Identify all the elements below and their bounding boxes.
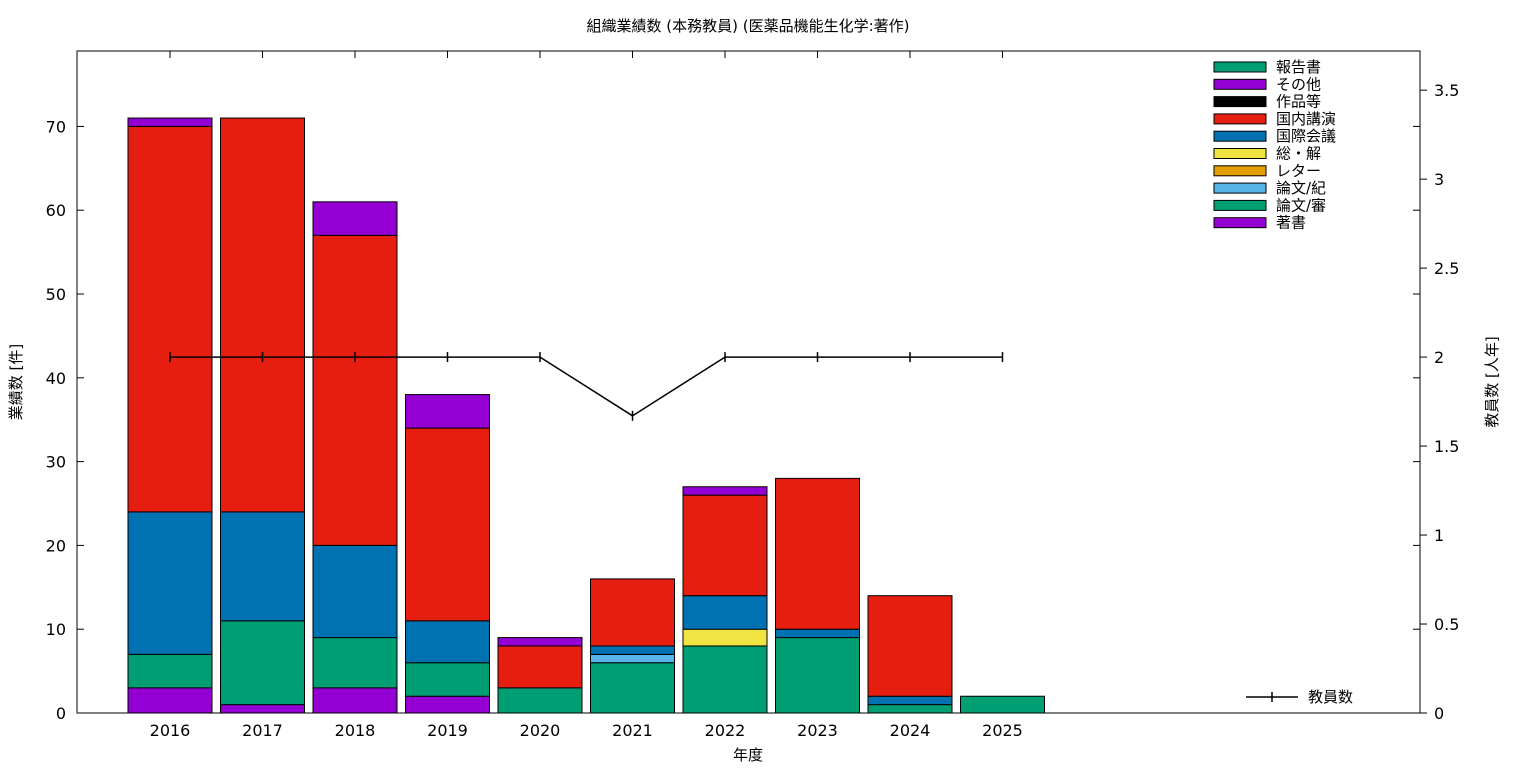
bar-segment	[405, 427, 490, 622]
x-tick-label: 2022	[705, 721, 746, 740]
bar-segment	[682, 595, 768, 630]
y2-axis-label: 教員数 [人年]	[1483, 336, 1501, 427]
bar-segment	[590, 653, 675, 664]
y2-tick-label: 0.5	[1434, 615, 1459, 634]
bar-segment	[312, 637, 398, 689]
bar-segment	[312, 687, 398, 714]
x-tick-label: 2024	[890, 721, 931, 740]
bar-segment	[220, 117, 305, 513]
legend-label: 国内講演	[1276, 110, 1336, 128]
bar-segment	[497, 687, 583, 714]
y-tick-label: 60	[46, 201, 66, 220]
bar-segment	[682, 486, 768, 496]
legend-line-label: 教員数	[1308, 688, 1353, 706]
legend-label: 論文/紀	[1276, 179, 1326, 197]
bar-segment	[590, 645, 675, 655]
legend-label: 作品等	[1276, 93, 1321, 111]
y-tick-label: 50	[46, 285, 66, 304]
legend-swatch	[1213, 113, 1267, 125]
y-tick-label: 30	[46, 453, 66, 472]
y-tick-label: 10	[46, 620, 66, 639]
bar-segment	[682, 645, 768, 714]
x-tick-label: 2023	[797, 721, 838, 740]
bar-segment	[405, 620, 490, 664]
legend-swatch	[1213, 130, 1267, 142]
legend-label: その他	[1276, 75, 1321, 93]
legend-swatch	[1213, 78, 1267, 90]
bar-segment	[775, 628, 860, 639]
legend-swatch	[1213, 148, 1267, 159]
bar-segment	[590, 578, 675, 647]
bar-segment	[312, 201, 398, 236]
bar-segment	[220, 620, 305, 706]
legend-label: 報告書	[1276, 58, 1321, 76]
x-tick-label: 2016	[150, 721, 191, 740]
legend-label: レター	[1276, 162, 1321, 180]
bar-segment	[405, 662, 490, 697]
y2-tick-label: 3.5	[1434, 81, 1459, 100]
legend-swatch	[1213, 96, 1267, 108]
x-tick-label: 2020	[520, 721, 561, 740]
faculty-line	[170, 356, 1003, 417]
legend-label: 国際会議	[1276, 127, 1336, 145]
legend-swatch	[1213, 165, 1267, 177]
legend-label: 論文/審	[1276, 196, 1326, 214]
y2-tick-label: 2	[1434, 348, 1444, 367]
legend-swatch	[1213, 61, 1267, 73]
bar-segment	[775, 477, 860, 630]
bar-segment	[960, 695, 1045, 714]
y2-tick-label: 1	[1434, 526, 1444, 545]
y-tick-label: 40	[46, 369, 66, 388]
bar-segment	[312, 544, 398, 639]
y2-tick-label: 0	[1434, 704, 1444, 723]
bar-segment	[220, 511, 305, 622]
bar-segment	[127, 125, 213, 513]
x-tick-label: 2018	[335, 721, 376, 740]
y-tick-label: 20	[46, 536, 66, 555]
bar-segment	[497, 637, 583, 647]
x-tick-label: 2017	[242, 721, 283, 740]
legend-swatch	[1213, 217, 1267, 229]
legend-label: 総・解	[1276, 145, 1321, 163]
legend-label: 著書	[1276, 214, 1306, 232]
bar-segment	[405, 394, 490, 429]
bar-segment	[405, 695, 490, 714]
y-axis-label: 業績数 [件]	[7, 344, 25, 420]
bar-segment	[312, 234, 398, 546]
bar-segment	[127, 117, 213, 127]
x-axis-label: 年度	[733, 746, 763, 764]
bar-segment	[867, 695, 953, 706]
legend-swatch	[1213, 199, 1267, 211]
bar-segment	[220, 704, 305, 714]
bar-segment	[867, 595, 953, 697]
y2-tick-label: 2.5	[1434, 259, 1459, 278]
bar-segment	[127, 687, 213, 714]
bar-segment	[590, 662, 675, 714]
y2-tick-label: 3	[1434, 170, 1444, 189]
bar-segment	[775, 637, 860, 714]
bar-segment	[867, 704, 953, 714]
legend-swatch	[1213, 182, 1267, 194]
bar-segment	[127, 511, 213, 655]
plot-area: 0 10 20 30 40 50 60 70 0 0.5 1 1.5 2 2.5 3 3.5 2016 2017 2…	[46, 50, 1459, 740]
y-tick-label: 70	[46, 117, 66, 136]
y-tick-label: 0	[56, 704, 66, 723]
chart-title: 組織業績数 (本務教員) (医薬品機能生化学:著作)	[586, 17, 909, 35]
bar-segment	[682, 628, 768, 647]
bar-segment	[127, 653, 213, 689]
y2-tick-label: 1.5	[1434, 437, 1459, 456]
bar-segment	[497, 645, 583, 689]
x-tick-label: 2021	[612, 721, 653, 740]
x-tick-label: 2025	[982, 721, 1023, 740]
x-tick-label: 2019	[427, 721, 468, 740]
bar-segment	[682, 494, 768, 597]
